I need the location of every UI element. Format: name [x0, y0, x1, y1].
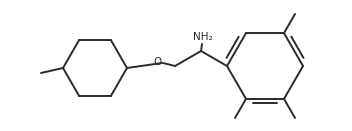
Text: NH₂: NH₂ [193, 32, 213, 42]
Text: O: O [153, 57, 161, 67]
